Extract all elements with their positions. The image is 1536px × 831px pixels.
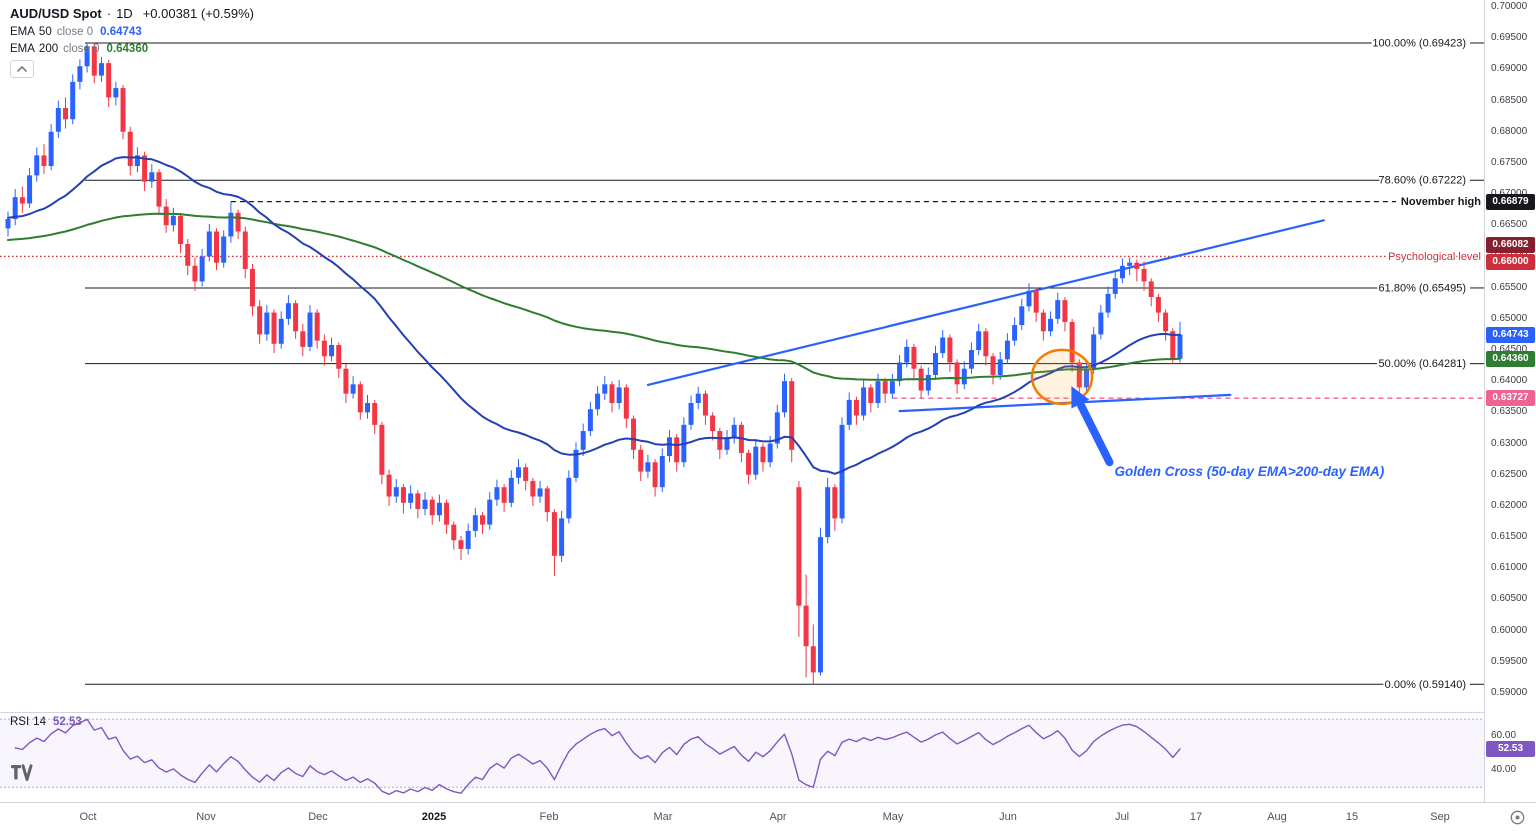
time-axis-label: Jul xyxy=(1114,811,1130,823)
fib-level-label: 100.00% (0.69423) xyxy=(1372,37,1466,49)
price-tick-label: 0.63500 xyxy=(1491,406,1528,418)
price-badge[interactable]: 0.66082 xyxy=(1486,237,1535,254)
fib-retracement[interactable]: 100.00% (0.69423) 78.60% (0.67222) 61.80% … xyxy=(85,36,1484,693)
rsi-legend[interactable]: RSI 14 52.53 xyxy=(10,716,82,728)
rsi-value: 52.53 xyxy=(52,716,82,728)
psychological-level-line[interactable]: Psychological level xyxy=(0,249,1484,265)
golden-cross-annotation[interactable]: Golden Cross (50-day EMA>200-day EMA) xyxy=(1030,348,1387,481)
candlestick-series[interactable] xyxy=(5,42,1183,685)
price-tick-label: 0.64500 xyxy=(1491,343,1528,355)
symbol-legend: AUD/USD Spot · 1D +0.00381 (+0.59%) EMA … xyxy=(10,6,254,78)
fib-level-label: 50.00% (0.64281) xyxy=(1379,358,1466,370)
rsi-name: RSI xyxy=(10,716,30,728)
price-tick-label: 0.69000 xyxy=(1491,63,1528,75)
ema200-name: EMA xyxy=(10,43,35,55)
fib-level-label: 0.00% (0.59140) xyxy=(1385,679,1466,691)
timeframe-label[interactable]: 1D xyxy=(116,6,133,21)
rsi-pane xyxy=(0,718,1484,788)
price-tick-label: 0.65000 xyxy=(1491,312,1528,324)
november-high-label: November high xyxy=(1401,196,1481,208)
time-axis-label: 2025 xyxy=(421,811,447,823)
ema200-line[interactable] xyxy=(7,212,1181,381)
time-axis-label: Jun xyxy=(999,811,1017,823)
price-badge[interactable]: 0.63727 xyxy=(1486,390,1535,407)
time-axis-label: Oct xyxy=(79,811,97,823)
price-change: +0.00381 (+0.59%) xyxy=(142,6,254,21)
fib-level-label: 61.80% (0.65495) xyxy=(1379,282,1466,294)
price-tick-label: 0.60000 xyxy=(1491,624,1528,636)
rsi-line[interactable] xyxy=(14,718,1181,795)
price-tick-label: 0.59000 xyxy=(1491,686,1528,698)
golden-cross-circle[interactable] xyxy=(1030,348,1094,406)
november-high-line[interactable]: November high xyxy=(230,194,1483,210)
golden-cross-arrowhead xyxy=(1071,386,1090,409)
price-badge[interactable]: 0.64743 xyxy=(1486,326,1535,343)
time-axis-label: Feb xyxy=(539,811,559,823)
golden-cross-arrow xyxy=(1076,400,1114,467)
price-tick-label: 0.60500 xyxy=(1491,593,1528,605)
time-axis-label: 15 xyxy=(1345,811,1359,823)
timezone-icon[interactable] xyxy=(1509,809,1526,826)
ema50-legend[interactable]: EMA 50 close 0 0.64743 xyxy=(10,26,254,38)
symbol-name[interactable]: AUD/USD Spot xyxy=(10,6,102,21)
price-tick-label: 0.59500 xyxy=(1491,655,1528,667)
price-tick-label: 0.62500 xyxy=(1491,468,1528,480)
golden-cross-label: Golden Cross (50-day EMA>200-day EMA) xyxy=(1115,464,1385,479)
price-badge[interactable]: 0.66000 xyxy=(1486,254,1535,271)
time-axis-label: Mar xyxy=(653,811,673,823)
time-axis[interactable]: Oct Nov Dec 2025 Feb Mar Apr May Jun Jul 17 Aug 15 Se… xyxy=(0,802,1536,831)
price-tick-label: 0.68500 xyxy=(1491,94,1528,106)
price-tick-label: 0.69500 xyxy=(1491,32,1528,44)
rsi-tick-label: 40.00 xyxy=(1491,764,1517,776)
ema200-period: 200 xyxy=(38,43,59,55)
psychological-level-label: Psychological level xyxy=(1388,251,1481,263)
rsi-period: 14 xyxy=(33,716,46,728)
price-axis[interactable]: 0.70000 0.69500 0.69000 0.68500 0.68000 0.675… xyxy=(1484,0,1536,802)
price-badge[interactable]: 0.66879 xyxy=(1486,193,1535,210)
ema50-name: EMA xyxy=(10,26,35,38)
chevron-up-icon xyxy=(17,66,27,72)
ema200-legend[interactable]: EMA 200 close 0 0.64360 xyxy=(10,43,254,55)
legend-collapse-button[interactable] xyxy=(10,60,34,78)
main-chart[interactable]: 100.00% (0.69423) 78.60% (0.67222) 61.80% … xyxy=(0,0,1484,802)
price-tick-label: 0.64000 xyxy=(1491,375,1528,387)
ema50-params: close 0 xyxy=(56,26,94,38)
time-axis-label: 17 xyxy=(1189,811,1203,823)
price-tick-label: 0.68000 xyxy=(1491,125,1528,137)
price-tick-label: 0.61500 xyxy=(1491,531,1528,543)
price-tick-label: 0.70000 xyxy=(1491,1,1528,12)
price-tick-label: 0.65500 xyxy=(1491,281,1528,293)
rsi-tick-label: 60.00 xyxy=(1491,730,1517,742)
price-tick-label: 0.67500 xyxy=(1491,156,1528,168)
ema50-value: 0.64743 xyxy=(100,26,142,38)
fib-level-label: 78.60% (0.67222) xyxy=(1379,175,1466,187)
time-axis-label: Sep xyxy=(1430,811,1450,823)
price-tick-label: 0.66500 xyxy=(1491,219,1528,231)
time-axis-label: Dec xyxy=(308,811,328,823)
ema50-line[interactable] xyxy=(7,156,1181,475)
time-axis-label: May xyxy=(882,811,904,823)
price-tick-label: 0.61000 xyxy=(1491,562,1528,574)
price-badge[interactable]: 0.64360 xyxy=(1486,350,1535,367)
price-tick-label: 0.62000 xyxy=(1491,499,1528,511)
ema200-value: 0.64360 xyxy=(106,43,149,55)
rsi-badge[interactable]: 52.53 xyxy=(1486,740,1535,757)
time-axis-label: Aug xyxy=(1267,811,1287,823)
time-axis-label: Apr xyxy=(769,811,787,823)
ema200-params: close 0 xyxy=(63,43,100,55)
price-tick-label: 0.67000 xyxy=(1491,188,1527,199)
legend-separator: · xyxy=(106,6,112,21)
price-tick-label: 0.63000 xyxy=(1491,437,1528,449)
ema50-period: 50 xyxy=(38,26,52,38)
time-axis-label: Nov xyxy=(196,811,216,823)
tradingview-logo[interactable] xyxy=(10,762,34,784)
